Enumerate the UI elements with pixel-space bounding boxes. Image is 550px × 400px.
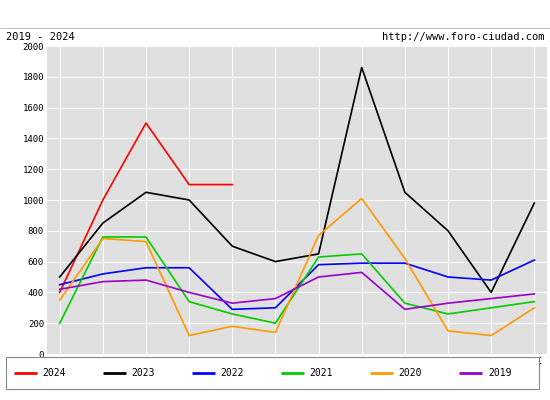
- Bar: [6, 357, 539, 389]
- Text: 2023: 2023: [131, 368, 155, 378]
- Text: 2019: 2019: [488, 368, 512, 378]
- Text: 2019 - 2024: 2019 - 2024: [6, 32, 74, 42]
- Text: 2024: 2024: [42, 368, 66, 378]
- Text: http://www.foro-ciudad.com: http://www.foro-ciudad.com: [382, 32, 544, 42]
- Text: 2021: 2021: [310, 368, 333, 378]
- Text: 2020: 2020: [399, 368, 422, 378]
- Text: 2022: 2022: [221, 368, 244, 378]
- Text: Evolucion Nº Turistas Extranjeros en el municipio de Fontanals de Cerdanya: Evolucion Nº Turistas Extranjeros en el …: [12, 8, 538, 20]
